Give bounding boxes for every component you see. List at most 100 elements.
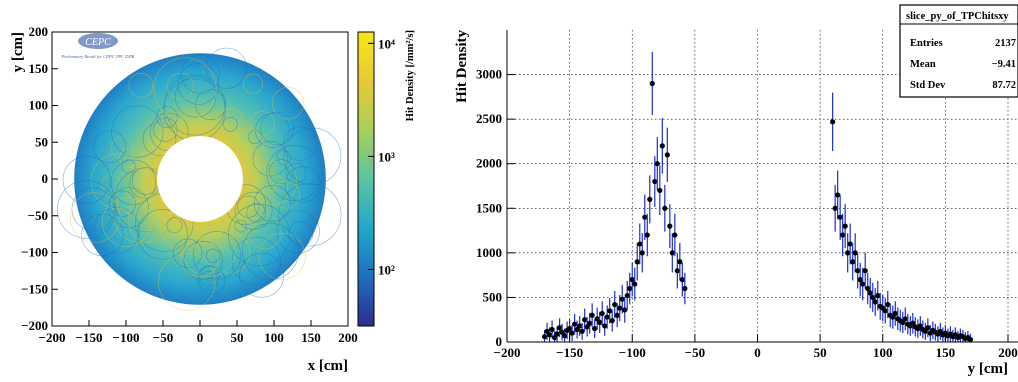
data-point: [567, 326, 573, 332]
data-point: [624, 293, 630, 299]
ring-texture-arc: [158, 253, 216, 311]
data-point: [682, 285, 688, 292]
slice-y-tick-label: 0: [496, 334, 503, 349]
heatmap-y-tick-label: 0: [42, 171, 49, 186]
data-point: [572, 321, 578, 327]
data-point: [629, 277, 635, 283]
data-point: [669, 250, 675, 256]
heatmap-x-tick-label: 50: [231, 330, 244, 345]
data-point: [619, 296, 625, 302]
data-point: [842, 223, 848, 229]
slice-x-tick-label: −150: [556, 345, 583, 360]
slice-y-tick-label: 2000: [476, 156, 502, 171]
heatmap-x-tick-label: −200: [39, 330, 66, 345]
ring-texture-arc: [230, 128, 264, 162]
cepc-logo-subtitle: Preliminary Result for CEPC TPC DDR: [61, 54, 135, 59]
ring-texture-arc: [223, 117, 238, 132]
ring-texture-arc: [276, 210, 320, 254]
data-point: [664, 152, 670, 158]
slice-x-tick-label: 100: [873, 345, 893, 360]
ring-texture-arc: [109, 190, 136, 217]
ring-texture-arc: [81, 213, 124, 257]
slice-y-tick-label: 2500: [476, 111, 502, 126]
slice-y-axis-label: Hit Density: [454, 30, 470, 103]
data-point: [634, 259, 640, 265]
data-point: [860, 281, 866, 287]
data-point: [855, 268, 861, 274]
ring-texture-arc: [231, 236, 281, 286]
data-point: [967, 336, 974, 342]
heatmap-colorbar: 10² 10³ 10⁴ Hit Density [/mm²/s]: [357, 30, 416, 327]
data-point: [617, 305, 623, 311]
data-point: [862, 268, 868, 274]
data-point: [667, 223, 673, 229]
ring-texture-arc: [284, 166, 321, 203]
slice-x-tick-label: 0: [754, 345, 761, 360]
ring-texture-arc: [183, 240, 223, 280]
ring-texture-arc: [271, 86, 305, 120]
heatmap-y-tick-label: −200: [21, 318, 48, 333]
data-point: [852, 250, 858, 256]
heatmap-x-tick-label: 150: [301, 330, 321, 345]
data-point: [604, 314, 610, 320]
ring-texture-arc: [237, 195, 260, 218]
ring-texture-arc: [156, 106, 178, 128]
ring-texture-arc: [252, 140, 289, 177]
heatmap-y-tick-label: −50: [28, 208, 48, 223]
ring-texture-arc: [242, 223, 299, 280]
ring-texture: [57, 47, 342, 311]
ring-texture-arc: [121, 159, 136, 174]
ring-texture-arc: [242, 73, 264, 94]
data-point: [649, 80, 655, 87]
ring-inner-hole: [157, 136, 243, 222]
data-point: [870, 294, 876, 301]
ring-texture-arc: [198, 271, 219, 291]
ring-texture-arc: [101, 197, 152, 247]
slice-panel: −200 −150 −100 −50 0 50 100 150 200 0 500 1000 1500…: [454, 4, 1018, 377]
stats-box-frame: [899, 4, 1018, 98]
ring-texture-arc: [180, 54, 220, 94]
ring-texture-arc: [205, 248, 221, 263]
ring-texture-arc: [111, 105, 164, 158]
data-point: [677, 259, 683, 265]
data-point: [679, 277, 685, 283]
data-point: [614, 312, 620, 318]
ring-texture-arc: [70, 192, 121, 243]
data-point: [652, 178, 658, 185]
ring-texture-arc: [180, 238, 220, 278]
ring-texture-arc: [206, 47, 248, 89]
data-point: [885, 301, 891, 308]
data-point: [835, 192, 841, 198]
colorbar-tick-label: 10²: [378, 262, 395, 277]
data-point: [602, 323, 608, 329]
slice-y-axis: 0 500 1000 1500 2000 2500 3000: [476, 67, 515, 349]
ring-texture-arc: [198, 265, 220, 287]
ring-texture-arc: [266, 145, 323, 201]
data-point: [554, 331, 560, 337]
data-point: [644, 232, 650, 238]
ring-texture-arc: [90, 153, 148, 210]
ring-texture-arc: [258, 232, 306, 280]
slice-data-points: [541, 52, 974, 342]
ring-texture-arc: [196, 266, 226, 295]
ring-texture-arc: [142, 122, 177, 156]
data-point: [587, 320, 593, 326]
ring-texture-arc: [113, 189, 167, 244]
ring-texture-arc: [268, 159, 294, 184]
data-point: [659, 143, 665, 149]
data-point: [562, 333, 568, 339]
ring-texture-arc: [246, 202, 266, 223]
data-point: [597, 319, 603, 325]
data-point: [557, 325, 563, 331]
data-point: [589, 312, 595, 318]
ring-texture-arc: [254, 160, 298, 204]
data-point: [875, 293, 881, 299]
data-point: [857, 277, 863, 283]
slice-x-axis: −200 −150 −100 −50 0 50 100 150 200: [494, 334, 1018, 360]
stats-entries-label: Entries: [910, 38, 943, 49]
ring-texture-arc: [285, 162, 307, 184]
slice-y-tick-label: 1500: [476, 200, 502, 215]
data-point: [674, 268, 680, 274]
